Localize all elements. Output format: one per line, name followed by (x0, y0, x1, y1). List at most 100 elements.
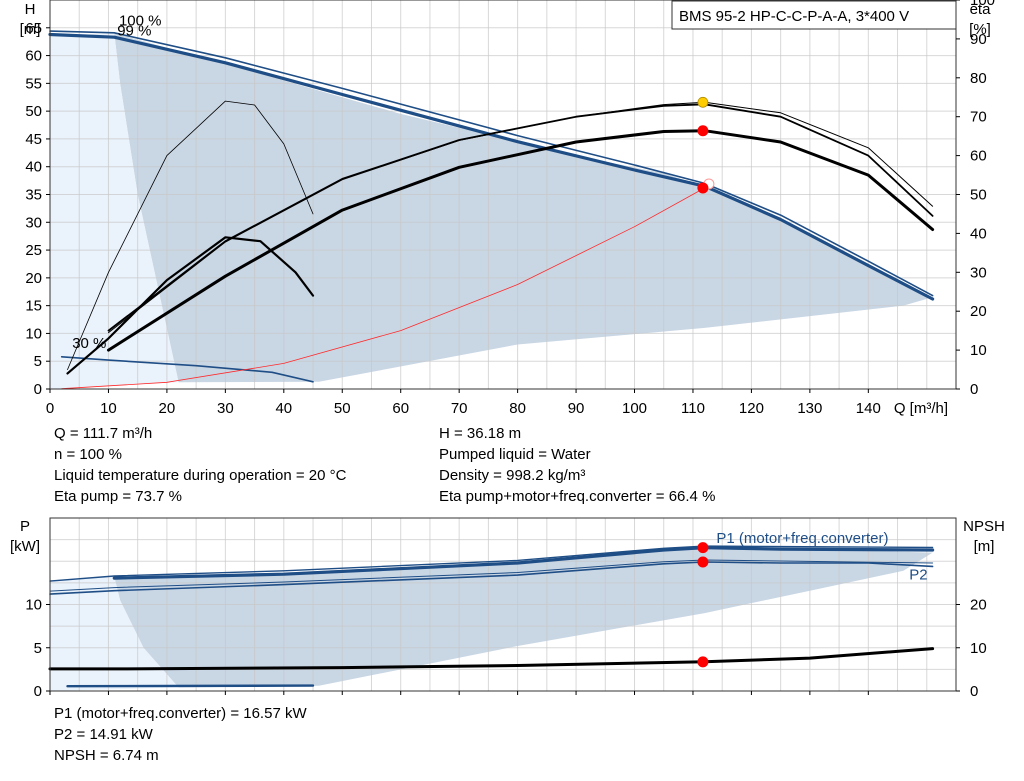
curve-line (61, 187, 706, 390)
tick-label-left: 0 (34, 381, 42, 398)
info-eta-pump: Eta pump = 73.7 % (54, 488, 182, 505)
tick-label-left: 50 (25, 103, 42, 120)
tick-label-x: 70 (451, 400, 468, 417)
info-top-right: H = 36.18 m Pumped liquid = Water Densit… (439, 423, 715, 507)
tick-label-x: 50 (334, 400, 351, 417)
curve-line (48, 32, 935, 301)
right-axis-label: NPSH (963, 518, 1005, 535)
curve-line (49, 30, 934, 297)
tick-label-right: 70 (970, 109, 987, 126)
operating-point-eta-total (697, 125, 709, 137)
speed-label: 30 % (72, 335, 106, 352)
info-density: Density = 998.2 kg/m³ (439, 467, 586, 484)
tick-label-right: 10 (970, 342, 987, 359)
tick-label-left: 65 (25, 20, 42, 37)
tick-label-x: 100 (622, 400, 647, 417)
info-flow: Q = 111.7 m³/h (54, 425, 153, 442)
tick-label-x: 60 (392, 400, 409, 417)
info-p2: P2 = 14.91 kW (54, 726, 153, 743)
operating-point-p1 (697, 542, 709, 554)
speed-label: 99 % (117, 23, 151, 40)
info-bottom: P1 (motor+freq.converter) = 16.57 kW P2 … (54, 703, 307, 766)
tick-label-right: 40 (970, 225, 987, 242)
curve-line (60, 356, 314, 383)
info-head: H = 36.18 m (439, 425, 522, 442)
tick-label-left: 15 (25, 298, 42, 315)
x-axis-label: Q [m³/h] (894, 400, 948, 417)
tick-label-right: 20 (970, 597, 987, 614)
tick-label-right: 20 (970, 303, 987, 320)
operating-point-head (697, 182, 709, 194)
info-npsh: NPSH = 6.74 m (54, 747, 159, 764)
tick-label-x: 80 (509, 400, 526, 417)
left-axis-label: H (25, 1, 36, 18)
tick-label-left: 10 (25, 325, 42, 342)
chart-title-box (671, 0, 957, 30)
head-efficiency-chart: 0 5 10 15 20 25 30 35 40 45 50 55 60 65 0 10 20 30 40 50 60 7… (20, 0, 995, 417)
tick-label-right: 60 (970, 148, 987, 165)
curve-line (66, 684, 315, 688)
tick-label-right: 10 (970, 640, 987, 657)
tick-label-right: 0 (970, 683, 978, 700)
right-axis-label: eta (970, 1, 992, 18)
left-axis-label: P (20, 518, 30, 535)
curve-line (67, 100, 314, 370)
tick-label-left: 55 (25, 75, 42, 92)
pump-curve-chart: 0510152025303540455055606501020304050607… (10, 0, 1005, 700)
operating-point-eta-pump (697, 96, 709, 108)
curve-line (48, 647, 935, 671)
info-top-left: Q = 111.7 m³/h n = 100 % Liquid temperat… (54, 423, 346, 507)
tick-label-right: 30 (970, 264, 987, 281)
series-label-p2: P2 (909, 566, 927, 583)
tick-label-left: 35 (25, 187, 42, 204)
tick-label-left: 0 (34, 683, 42, 700)
tick-label-x: 40 (275, 400, 292, 417)
right-axis-unit: [%] (969, 21, 991, 38)
tick-label-left: 45 (25, 131, 42, 148)
tick-label-x: 30 (217, 400, 234, 417)
tick-label-left: 5 (34, 353, 42, 370)
tick-label-right: 100 (970, 0, 995, 9)
tick-label-x: 110 (681, 400, 705, 417)
curve-line (108, 101, 934, 334)
left-axis-unit: [m] (20, 21, 41, 38)
info-speed: n = 100 % (54, 446, 122, 463)
tick-label-right: 0 (970, 381, 978, 398)
series-p2 (49, 561, 934, 595)
tick-label-x: 130 (797, 400, 822, 417)
info-liquid-temp: Liquid temperature during operation = 20… (54, 467, 347, 484)
tick-label-right: 90 (970, 31, 987, 48)
operating-region (114, 33, 933, 383)
right-axis-unit: [m] (974, 538, 995, 555)
info-pumped-liquid: Pumped liquid = Water (439, 446, 591, 463)
tick-label-x: 0 (46, 400, 54, 417)
tick-label-left: 5 (34, 640, 42, 657)
tick-label-left: 10 (25, 597, 42, 614)
power-npsh-chart: 0 5 10 0 10 20 P [kW] NPSH [m] P1 (motor+freq.conv… (10, 517, 1005, 700)
series-label-p1-motor-freq-converter: P1 (motor+freq.converter) (716, 530, 888, 547)
tick-label-x: 20 (159, 400, 176, 417)
curve-line (66, 236, 315, 375)
tick-label-x: 120 (739, 400, 764, 417)
info-p1: P1 (motor+freq.converter) = 16.57 kW (54, 705, 307, 722)
curve-line (107, 129, 935, 352)
tick-label-x: 10 (100, 400, 117, 417)
chart-title: BMS 95-2 HP-C-C-P-A-A, 3*400 V (679, 8, 909, 25)
curve-line (107, 103, 934, 332)
series-p1-motor-freq-converter (112, 546, 935, 580)
tick-label-left: 30 (25, 214, 42, 231)
tick-label-x: 140 (856, 400, 881, 417)
tick-label-left: 40 (25, 159, 42, 176)
operating-point-npsh (697, 656, 709, 668)
tick-label-left: 20 (25, 270, 42, 287)
info-eta-total: Eta pump+motor+freq.converter = 66.4 % (439, 488, 716, 505)
operating-region-low-speed (50, 576, 179, 691)
tick-label-right: 80 (970, 70, 987, 87)
tick-label-x: 90 (568, 400, 585, 417)
tick-label-left: 60 (25, 48, 42, 65)
speed-label: 100 % (119, 13, 162, 30)
operating-point-p2 (697, 556, 709, 568)
tick-label-left: 25 (25, 242, 42, 259)
tick-label-right: 50 (970, 187, 987, 204)
left-axis-unit: [kW] (10, 538, 40, 555)
